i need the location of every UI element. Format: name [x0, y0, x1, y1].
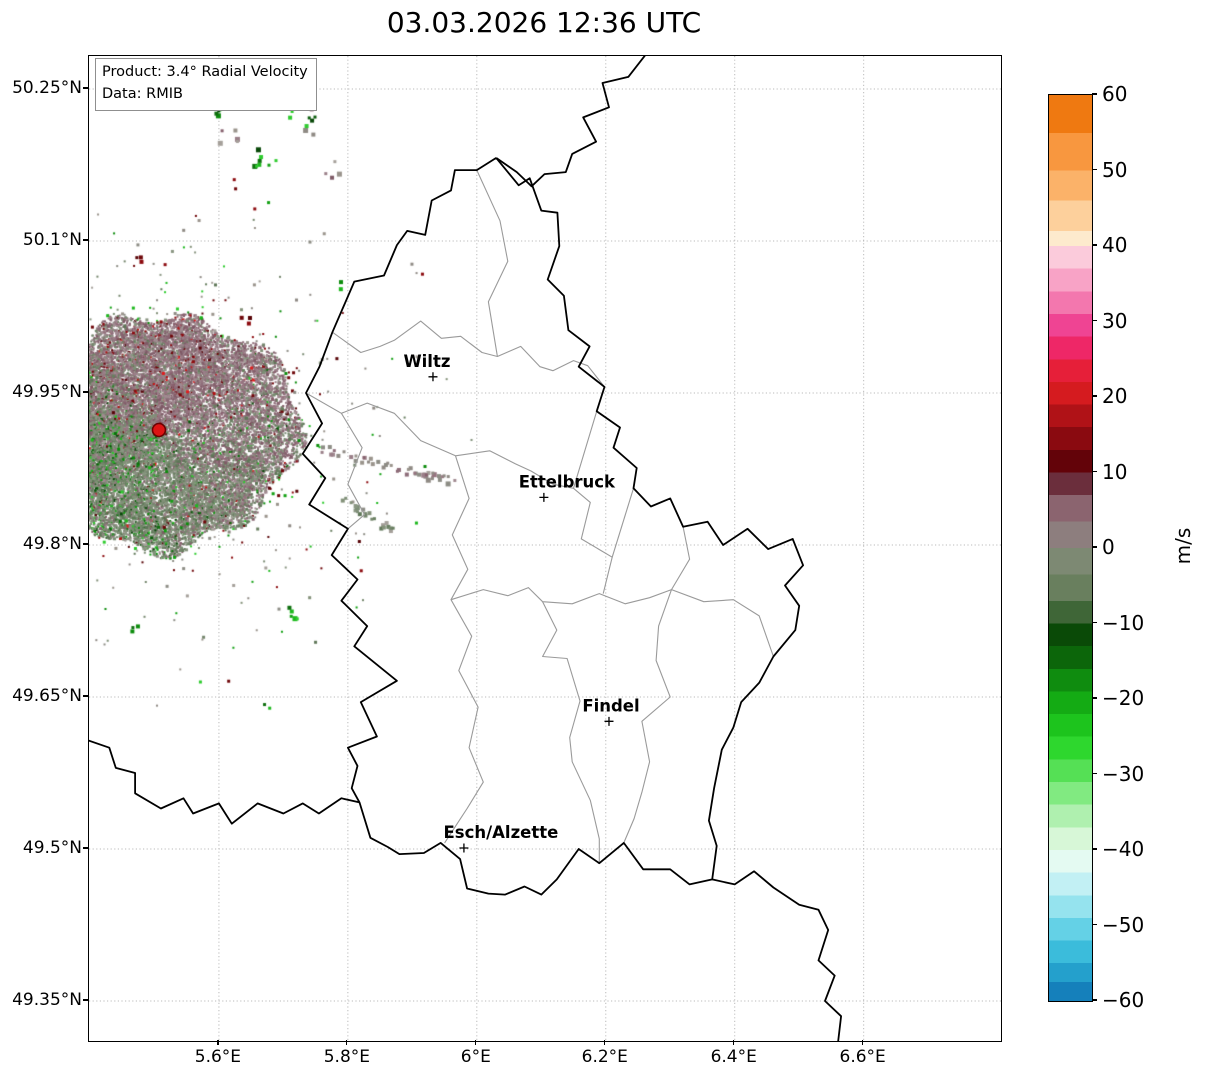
internal-border [340, 413, 366, 530]
city-marker [459, 843, 469, 853]
country-border [712, 870, 842, 1041]
lon-tick-mark [217, 1040, 219, 1045]
colorbar-tick-mark [1092, 319, 1097, 322]
lat-tick-label: 49.65°N [12, 685, 82, 706]
internal-border [444, 455, 484, 844]
colorbar-tick-label: −50 [1102, 912, 1145, 937]
product-info-line2: Data: RMIB [102, 85, 183, 102]
colorbar-tick-label: 20 [1102, 384, 1128, 408]
city-label: Findel [582, 696, 639, 715]
lat-tick-label: 49.35°N [12, 989, 82, 1010]
colorbar-tick-mark [1092, 697, 1097, 699]
map-plot-area: Wiltz Ettelbruck Findel Esch/Alzette Produc… [88, 55, 1002, 1042]
lon-tick-label: 5.8°E [323, 1047, 370, 1067]
velocity-colorbar [1048, 94, 1093, 1002]
internal-border [671, 589, 774, 657]
colorbar-tick-mark [1092, 93, 1097, 95]
colorbar-tick-mark [1092, 395, 1097, 397]
internal-border [542, 601, 600, 864]
lon-tick-label: 6.4°E [710, 1047, 757, 1067]
map-borders-layer: Wiltz Ettelbruck Findel Esch/Alzette [89, 56, 842, 1041]
city-marker [539, 492, 549, 502]
radar-echo-canvas [89, 56, 1001, 1041]
internal-border [611, 488, 635, 558]
lat-tick-mark [83, 695, 88, 697]
colorbar-tick-label: −60 [1102, 988, 1145, 1012]
figure-title: 03.03.2026 12:36 UTC [386, 6, 702, 39]
city-label: Esch/Alzette [444, 823, 559, 842]
colorbar-tick-mark [1092, 923, 1097, 926]
colorbar-tick-label: −20 [1102, 686, 1145, 710]
lon-tick-mark [733, 1040, 735, 1045]
lon-tick-label: 6°E [460, 1047, 491, 1067]
colorbar-tick-mark [1092, 546, 1097, 548]
lat-tick-label: 50.25°N [12, 78, 82, 99]
lon-tick-label: 6.2°E [581, 1047, 628, 1067]
colorbar-tick-label: 60 [1102, 82, 1128, 106]
city-label: Wiltz [403, 352, 450, 371]
product-info-line1: Product: 3.4° Radial Velocity [102, 64, 308, 80]
lat-tick-mark [83, 391, 88, 393]
lat-tick-label: 49.5°N [22, 837, 82, 858]
colorbar-tick-mark [1092, 848, 1097, 850]
country-border [495, 56, 646, 188]
radar-site-dot [151, 422, 167, 438]
internal-border [476, 169, 509, 357]
internal-border [623, 589, 673, 844]
colorbar-tick-mark [1092, 168, 1097, 171]
colorbar-tick-label: 0 [1102, 535, 1115, 559]
lat-tick-mark [83, 999, 88, 1001]
colorbar-tick-label: −30 [1102, 761, 1145, 786]
country-border [89, 739, 360, 825]
internal-border [450, 587, 672, 605]
lat-tick-label: 50.1°N [22, 230, 82, 251]
colorbar-tick-label: −10 [1102, 610, 1145, 635]
lon-tick-mark [604, 1040, 606, 1045]
internal-border [305, 392, 598, 489]
colorbar-tick-mark [1092, 999, 1097, 1001]
colorbar-tick-label: −40 [1102, 837, 1145, 861]
lon-tick-mark [862, 1040, 864, 1045]
product-info-box: Product: 3.4° Radial Velocity Data: RMIB [95, 58, 317, 111]
lat-tick-label: 49.95°N [12, 382, 82, 402]
lon-tick-mark [346, 1040, 348, 1045]
city-label: Ettelbruck [519, 472, 616, 491]
colorbar-tick-mark [1092, 772, 1097, 775]
country-border [301, 157, 804, 896]
internal-border [332, 320, 605, 388]
internal-border [671, 526, 691, 590]
colorbar-tick-mark [1092, 621, 1097, 624]
city-marker [604, 716, 614, 726]
colorbar-tick-mark [1092, 470, 1097, 473]
lon-tick-label: 6.6°E [839, 1047, 886, 1067]
internal-border [573, 487, 613, 594]
colorbar-tick-label: 40 [1102, 233, 1128, 257]
lon-tick-label: 5.6°E [194, 1047, 242, 1067]
city-marker [428, 372, 438, 382]
colorbar-tick-label: 30 [1102, 308, 1128, 333]
colorbar-tick-mark [1092, 244, 1097, 246]
lat-tick-mark [83, 543, 88, 545]
lat-tick-label: 49.8°N [22, 534, 82, 554]
colorbar-tick-label: 10 [1102, 459, 1128, 484]
colorbar-tick-label: 50 [1102, 157, 1128, 182]
lat-tick-mark [83, 847, 88, 849]
lon-tick-mark [475, 1040, 477, 1045]
lat-tick-mark [83, 239, 88, 241]
lat-tick-mark [83, 87, 88, 89]
colorbar-unit-label: m/s [1171, 527, 1195, 565]
